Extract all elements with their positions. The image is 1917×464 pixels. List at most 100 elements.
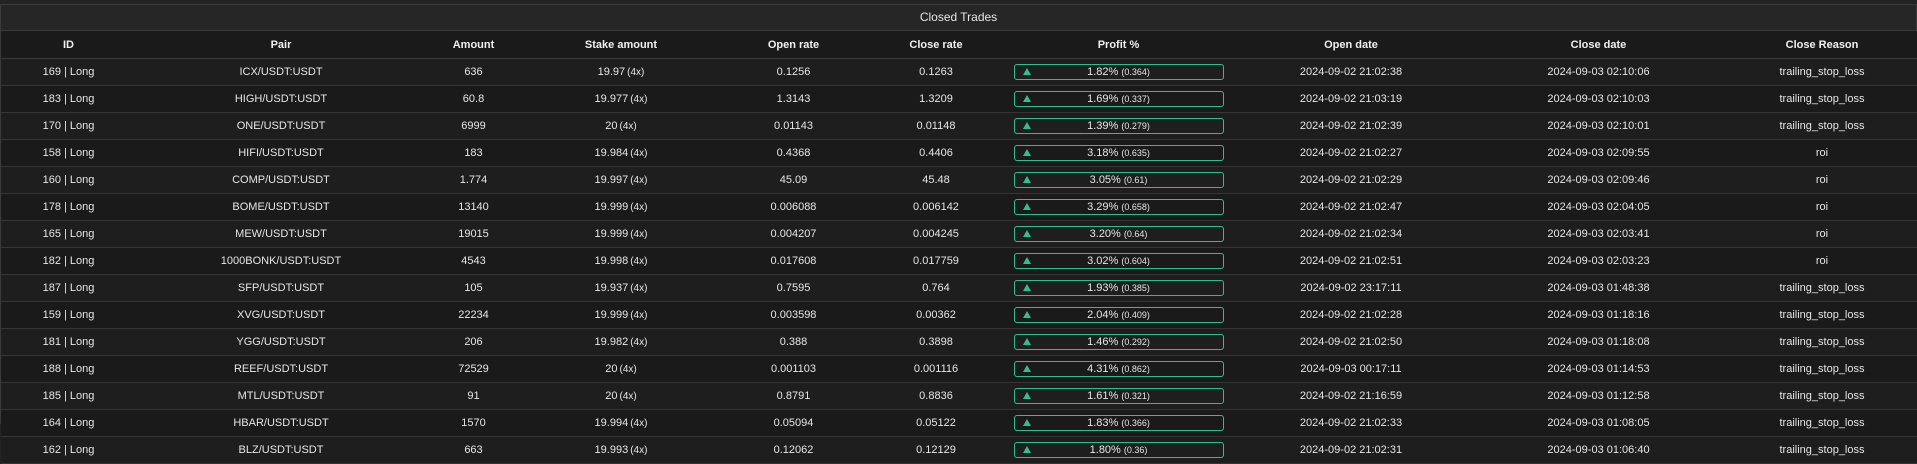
table-row[interactable]: 188 | Long REEF/USDT:USDT 72529 20 (4x) 0.001… — [1, 355, 1917, 383]
table-row[interactable]: 178 | Long BOME/USDT:USDT 13140 19.999 (4x) 0… — [1, 193, 1917, 221]
cell-open-date: 2024-09-02 21:02:33 — [1231, 409, 1471, 437]
cell-open-date: 2024-09-02 21:02:29 — [1231, 166, 1471, 194]
cell-id: 183 | Long — [1, 85, 136, 113]
cell-stake-amount: 19.994 (4x) — [521, 409, 721, 437]
col-header-id[interactable]: ID — [1, 31, 136, 59]
profit-percent: 1.46% — [1087, 336, 1119, 348]
cell-profit: 1.80% (0.36) — [1006, 436, 1231, 464]
cell-amount: 72529 — [426, 355, 521, 383]
triangle-up-icon — [1022, 122, 1031, 129]
profit-badge: 3.02% (0.604) — [1013, 253, 1224, 269]
profit-percent: 3.02% — [1087, 255, 1119, 267]
closed-trades-table: ID Pair Amount Stake amount Open rate Cl… — [1, 31, 1917, 464]
cell-profit: 1.82% (0.364) — [1006, 58, 1231, 86]
cell-open-date: 2024-09-02 21:03:19 — [1231, 85, 1471, 113]
cell-stake-amount: 19.998 (4x) — [521, 247, 721, 275]
table-row[interactable]: 182 | Long 1000BONK/USDT:USDT 4543 19.998 (4… — [1, 247, 1917, 275]
table-row[interactable]: 159 | Long XVG/USDT:USDT 22234 19.999 (4x) 0.… — [1, 301, 1917, 329]
col-header-close-rate[interactable]: Close rate — [866, 31, 1006, 59]
cell-amount: 60.8 — [426, 85, 521, 113]
table-row[interactable]: 187 | Long SFP/USDT:USDT 105 19.937 (4x) 0.75… — [1, 274, 1917, 302]
cell-profit: 3.02% (0.604) — [1006, 247, 1231, 275]
cell-id: 158 | Long — [1, 139, 136, 167]
triangle-up-icon — [1022, 419, 1031, 426]
profit-absolute: (0.409) — [1121, 310, 1150, 320]
table-row[interactable]: 158 | Long HIFI/USDT:USDT 183 19.984 (4x) 0.4… — [1, 139, 1917, 167]
cell-id: 160 | Long — [1, 166, 136, 194]
triangle-up-icon — [1022, 365, 1031, 372]
leverage-label: (4x) — [630, 148, 648, 159]
cell-close-reason: trailing_stop_loss — [1726, 274, 1917, 302]
table-row[interactable]: 183 | Long HIGH/USDT:USDT 60.8 19.977 (4x) 1.… — [1, 85, 1917, 113]
col-header-pair[interactable]: Pair — [136, 31, 426, 59]
cell-stake-amount: 19.982 (4x) — [521, 328, 721, 356]
col-header-open-date[interactable]: Open date — [1231, 31, 1471, 59]
cell-open-rate: 0.006088 — [721, 193, 866, 221]
cell-amount: 206 — [426, 328, 521, 356]
stake-value: 19.977 — [594, 93, 629, 105]
leverage-label: (4x) — [630, 337, 648, 348]
col-header-open-rate[interactable]: Open rate — [721, 31, 866, 59]
cell-close-rate: 1.3209 — [866, 85, 1006, 113]
cell-close-reason: trailing_stop_loss — [1726, 58, 1917, 86]
cell-close-rate: 0.3898 — [866, 328, 1006, 356]
table-row[interactable]: 185 | Long MTL/USDT:USDT 91 20 (4x) 0.8791 0.8… — [1, 382, 1917, 410]
col-header-amount[interactable]: Amount — [426, 31, 521, 59]
cell-close-rate: 0.4406 — [866, 139, 1006, 167]
cell-open-rate: 0.8791 — [721, 382, 866, 410]
cell-open-rate: 0.001103 — [721, 355, 866, 383]
table-row[interactable]: 170 | Long ONE/USDT:USDT 6999 20 (4x) 0.01143… — [1, 112, 1917, 140]
profit-badge: 1.82% (0.364) — [1013, 64, 1224, 80]
cell-open-rate: 0.4368 — [721, 139, 866, 167]
col-header-close-reason[interactable]: Close Reason — [1726, 31, 1917, 59]
cell-open-date: 2024-09-02 21:02:47 — [1231, 193, 1471, 221]
col-header-close-date[interactable]: Close date — [1471, 31, 1726, 59]
cell-close-date: 2024-09-03 01:12:58 — [1471, 382, 1726, 410]
cell-pair: HIGH/USDT:USDT — [136, 85, 426, 113]
cell-pair: SFP/USDT:USDT — [136, 274, 426, 302]
cell-id: 169 | Long — [1, 58, 136, 86]
cell-id: 159 | Long — [1, 301, 136, 329]
cell-close-rate: 0.01148 — [866, 112, 1006, 140]
col-header-stake-amount[interactable]: Stake amount — [521, 31, 721, 59]
cell-close-reason: trailing_stop_loss — [1726, 436, 1917, 464]
cell-pair: YGG/USDT:USDT — [136, 328, 426, 356]
profit-absolute: (0.604) — [1121, 256, 1150, 266]
table-row[interactable]: 164 | Long HBAR/USDT:USDT 1570 19.994 (4x) 0.… — [1, 409, 1917, 437]
cell-id: 182 | Long — [1, 247, 136, 275]
cell-open-date: 2024-09-02 21:02:34 — [1231, 220, 1471, 248]
cell-close-date: 2024-09-03 01:48:38 — [1471, 274, 1726, 302]
cell-profit: 1.93% (0.385) — [1006, 274, 1231, 302]
cell-open-date: 2024-09-02 21:02:27 — [1231, 139, 1471, 167]
cell-pair: COMP/USDT:USDT — [136, 166, 426, 194]
cell-close-rate: 45.48 — [866, 166, 1006, 194]
cell-open-rate: 0.01143 — [721, 112, 866, 140]
table-row[interactable]: 165 | Long MEW/USDT:USDT 19015 19.999 (4x) 0.… — [1, 220, 1917, 248]
cell-stake-amount: 19.984 (4x) — [521, 139, 721, 167]
cell-stake-amount: 19.993 (4x) — [521, 436, 721, 464]
cell-close-reason: roi — [1726, 193, 1917, 221]
cell-close-date: 2024-09-03 01:08:05 — [1471, 409, 1726, 437]
profit-absolute: (0.658) — [1121, 202, 1150, 212]
cell-open-date: 2024-09-02 21:02:51 — [1231, 247, 1471, 275]
cell-profit: 4.31% (0.862) — [1006, 355, 1231, 383]
cell-close-reason: trailing_stop_loss — [1726, 328, 1917, 356]
cell-close-rate: 0.12129 — [866, 436, 1006, 464]
col-header-profit[interactable]: Profit % — [1006, 31, 1231, 59]
table-row[interactable]: 181 | Long YGG/USDT:USDT 206 19.982 (4x) 0.38… — [1, 328, 1917, 356]
table-row[interactable]: 169 | Long ICX/USDT:USDT 636 19.97 (4x) 0.125… — [1, 58, 1917, 86]
cell-close-date: 2024-09-03 02:09:55 — [1471, 139, 1726, 167]
leverage-label: (4x) — [630, 94, 648, 105]
triangle-up-icon — [1022, 392, 1031, 399]
cell-profit: 1.39% (0.279) — [1006, 112, 1231, 140]
leverage-label: (4x) — [619, 364, 637, 375]
table-row[interactable]: 160 | Long COMP/USDT:USDT 1.774 19.997 (4x) 4… — [1, 166, 1917, 194]
profit-absolute: (0.279) — [1121, 121, 1150, 131]
cell-stake-amount: 20 (4x) — [521, 355, 721, 383]
cell-amount: 22234 — [426, 301, 521, 329]
cell-profit: 1.61% (0.321) — [1006, 382, 1231, 410]
table-row[interactable]: 162 | Long BLZ/USDT:USDT 663 19.993 (4x) 0.12… — [1, 436, 1917, 464]
cell-id: 187 | Long — [1, 274, 136, 302]
profit-badge: 2.04% (0.409) — [1013, 307, 1224, 323]
panel-title: Closed Trades — [1, 5, 1916, 31]
